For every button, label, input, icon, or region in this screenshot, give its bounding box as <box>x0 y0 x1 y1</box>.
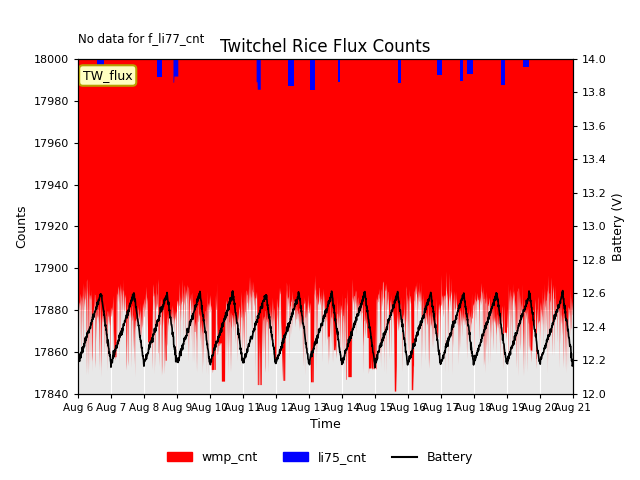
X-axis label: Time: Time <box>310 419 340 432</box>
Y-axis label: Battery (V): Battery (V) <box>612 192 625 261</box>
Y-axis label: Counts: Counts <box>15 204 28 248</box>
Legend: wmp_cnt, li75_cnt, Battery: wmp_cnt, li75_cnt, Battery <box>162 446 478 469</box>
Text: TW_flux: TW_flux <box>83 69 132 82</box>
Title: Twitchel Rice Flux Counts: Twitchel Rice Flux Counts <box>220 38 431 56</box>
Text: No data for f_li77_cnt: No data for f_li77_cnt <box>78 32 204 45</box>
